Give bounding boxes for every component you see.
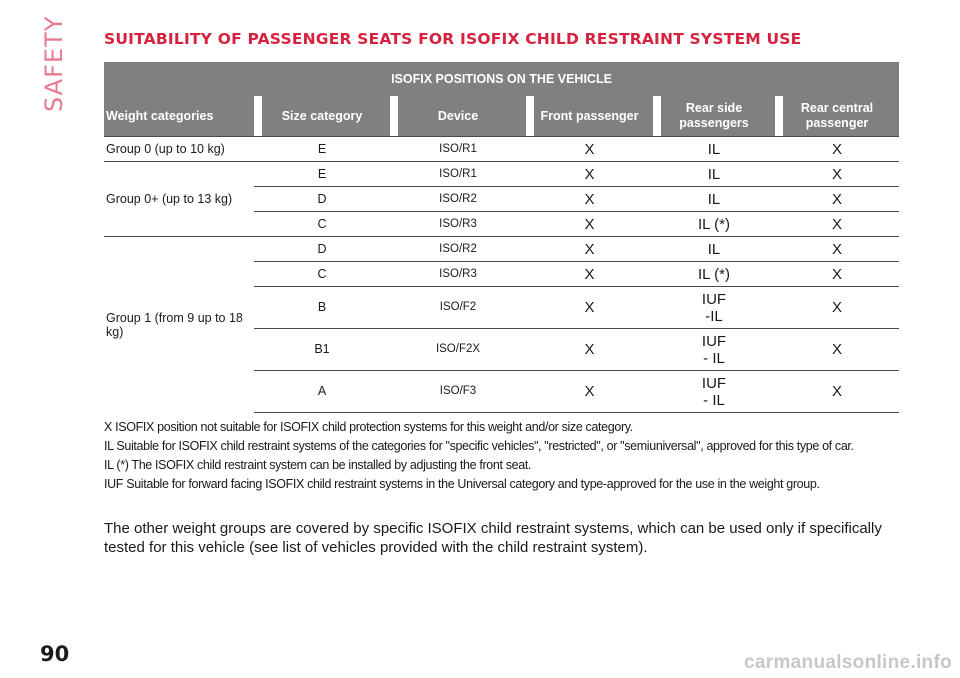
size-category-cell: E [254, 161, 390, 187]
rear-central-cell: X [775, 370, 899, 413]
column-header: Rear central passenger [775, 96, 899, 137]
rear-central-cell: X [775, 328, 899, 371]
column-header: Front passenger [526, 96, 653, 137]
device-cell: ISO/R2 [390, 186, 526, 212]
device-cell: ISO/F3 [390, 370, 526, 413]
front-passenger-cell: X [526, 186, 653, 212]
front-passenger-cell: X [526, 370, 653, 413]
weight-group-cell: Group 1 (from 9 up to 18 kg) [104, 236, 254, 413]
column-header: Rear side passengers [653, 96, 775, 137]
weight-group-cell: Group 0+ (up to 13 kg) [104, 161, 254, 237]
watermark-text: carmanualsonline.info [744, 652, 952, 673]
size-category-cell: A [254, 370, 390, 413]
rear-central-cell: X [775, 161, 899, 187]
device-cell: ISO/R3 [390, 211, 526, 237]
section-tab-label: SAFETY [40, 15, 68, 112]
size-category-cell: B1 [254, 328, 390, 371]
rear-central-cell: X [775, 261, 899, 287]
weight-group-cell: Group 0 (up to 10 kg) [104, 136, 254, 162]
body-paragraph: The other weight groups are covered by s… [104, 520, 882, 556]
front-passenger-cell: X [526, 211, 653, 237]
front-passenger-cell: X [526, 328, 653, 371]
device-cell: ISO/R1 [390, 161, 526, 187]
rear-central-cell: X [775, 236, 899, 262]
rear-side-cell: IUF -IL [653, 286, 775, 329]
front-passenger-cell: X [526, 236, 653, 262]
size-category-cell: B [254, 286, 390, 329]
device-cell: ISO/F2 [390, 286, 526, 329]
header-separator [254, 96, 262, 136]
front-passenger-cell: X [526, 261, 653, 287]
front-passenger-cell: X [526, 286, 653, 329]
size-category-cell: D [254, 186, 390, 212]
rear-central-cell: X [775, 211, 899, 237]
column-header: Device [390, 96, 526, 137]
device-cell: ISO/R2 [390, 236, 526, 262]
device-cell: ISO/R3 [390, 261, 526, 287]
table-row: Group 0+ (up to 13 kg) E ISO/R1 X IL X [104, 161, 899, 237]
rear-side-cell: IL (*) [653, 211, 775, 237]
page-title: SUITABILITY OF PASSENGER SEATS FOR ISOFI… [104, 30, 802, 48]
header-separator [526, 96, 534, 136]
front-passenger-cell: X [526, 161, 653, 187]
table-note: X ISOFIX position not suitable for ISOFI… [104, 420, 633, 434]
header-separator [390, 96, 398, 136]
rear-side-cell: IL [653, 136, 775, 162]
table-row: D ISO/R2 X IL X [104, 186, 899, 212]
rear-side-cell: IUF - IL [653, 370, 775, 413]
rear-side-cell: IL (*) [653, 261, 775, 287]
size-category-cell: C [254, 211, 390, 237]
column-header: Size category [254, 96, 390, 137]
header-separator [653, 96, 661, 136]
column-header: Weight categories [104, 96, 254, 137]
table-note: IL (*) The ISOFIX child restraint system… [104, 458, 532, 472]
rear-central-cell: X [775, 136, 899, 162]
rear-side-cell: IL [653, 186, 775, 212]
device-cell: ISO/F2X [390, 328, 526, 371]
rear-side-cell: IL [653, 161, 775, 187]
table-row: Group 1 (from 9 up to 18 kg) D ISO/R2 X IL X [104, 236, 899, 413]
isofix-suitability-table: ISOFIX POSITIONS ON THE VEHICLE Weight c… [104, 62, 899, 413]
size-category-cell: E [254, 136, 390, 162]
size-category-cell: C [254, 261, 390, 287]
rear-central-cell: X [775, 186, 899, 212]
size-category-cell: D [254, 236, 390, 262]
rear-side-cell: IUF - IL [653, 328, 775, 371]
rear-central-cell: X [775, 286, 899, 329]
table-group-header: ISOFIX POSITIONS ON THE VEHICLE [104, 62, 899, 96]
table-row: B ISO/F2 X IUF -IL X [104, 286, 899, 329]
table-row: C ISO/R3 X IL (*) X [104, 211, 899, 237]
header-separator [775, 96, 783, 136]
front-passenger-cell: X [526, 136, 653, 162]
table-row: C ISO/R3 X IL (*) X [104, 261, 899, 287]
table-row: B1 ISO/F2X X IUF - IL X [104, 328, 899, 371]
page-number: 90 [40, 642, 70, 666]
table-row: Group 0 (up to 10 kg) E ISO/R1 X IL X [104, 136, 899, 162]
table-notes: X ISOFIX position not suitable for ISOFI… [104, 420, 904, 496]
table-note: IL Suitable for ISOFIX child restraint s… [104, 439, 854, 453]
table-row: A ISO/F3 X IUF - IL X [104, 370, 899, 413]
rear-side-cell: IL [653, 236, 775, 262]
device-cell: ISO/R1 [390, 136, 526, 162]
table-note: IUF Suitable for forward facing ISOFIX c… [104, 477, 820, 491]
